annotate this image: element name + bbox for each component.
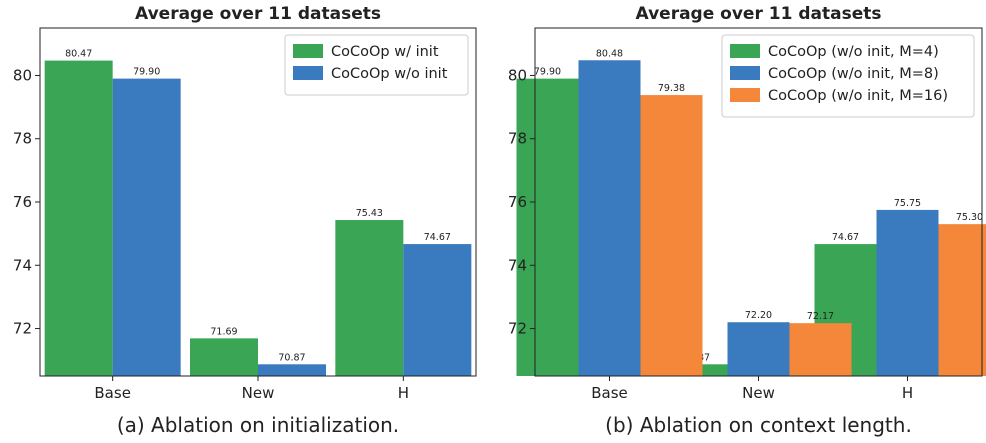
chart-title: Average over 11 datasets [135, 4, 381, 24]
bar [938, 224, 986, 376]
data-label: 80.48 [596, 48, 623, 59]
legend-swatch [730, 88, 760, 102]
x-tick-label: H [902, 384, 913, 402]
x-tick-label: Base [591, 384, 628, 402]
bar [876, 209, 939, 376]
bar [190, 338, 258, 376]
x-tick-label: Base [94, 384, 131, 402]
data-label: 79.90 [534, 67, 561, 78]
y-tick-label: 80 [13, 66, 32, 84]
bar [789, 323, 852, 376]
y-tick-label: 78 [508, 130, 527, 148]
data-label: 74.67 [832, 232, 859, 243]
data-label: 72.20 [745, 310, 772, 321]
data-label: 72.17 [807, 311, 834, 322]
legend-label: CoCoOp (w/o init, M=4) [768, 44, 939, 60]
legend-box [284, 34, 469, 96]
y-tick-label: 80 [508, 66, 527, 84]
bar [727, 322, 790, 376]
chart-title: Average over 11 datasets [636, 4, 882, 24]
bar [640, 95, 703, 376]
bar [578, 60, 641, 376]
bar [335, 220, 404, 376]
bar [112, 78, 181, 377]
y-tick-label: 76 [13, 193, 32, 211]
data-label: 74.67 [424, 232, 451, 243]
legend-swatch [293, 66, 323, 80]
legend-swatch [730, 44, 760, 58]
legend-swatch [293, 44, 323, 58]
legend-label: CoCoOp w/ init [331, 44, 439, 60]
legend-box [721, 34, 975, 118]
y-tick-label: 74 [508, 256, 527, 274]
y-tick-label: 76 [508, 193, 527, 211]
x-tick-label: H [398, 384, 409, 402]
chart-panel-2: Average over 11 datasets79.9070.8774.678… [508, 4, 986, 437]
figure-caption: (b) Ablation on context length. [605, 413, 912, 437]
data-label: 79.90 [133, 67, 160, 78]
legend-label: CoCoOp (w/o init, M=16) [768, 88, 948, 104]
bar [44, 60, 113, 377]
y-tick-label: 72 [13, 320, 32, 338]
data-label: 80.47 [65, 49, 92, 60]
legend-swatch [730, 66, 760, 80]
x-tick-label: New [742, 384, 775, 402]
data-label: 71.69 [210, 326, 237, 337]
y-tick-label: 78 [13, 130, 32, 148]
legend-label: CoCoOp (w/o init, M=8) [768, 66, 939, 82]
data-label: 70.87 [278, 352, 305, 363]
legend-label: CoCoOp w/o init [331, 66, 448, 82]
bar [516, 78, 579, 377]
chart-panel-1: Average over 11 datasets 80.47 71.69 75.43 7… [13, 4, 477, 437]
data-label: 79.38 [658, 83, 685, 94]
bar [403, 244, 472, 376]
legend: CoCoOp w/ init CoCoOp w/o init [284, 34, 469, 96]
bar [258, 364, 326, 376]
legend: CoCoOp (w/o init, M=4) CoCoOp (w/o init, … [721, 34, 975, 118]
data-label: 75.75 [894, 198, 921, 209]
figure-caption: (a) Ablation on initialization. [117, 413, 399, 437]
y-tick-label: 72 [508, 320, 527, 338]
data-label: 75.43 [356, 208, 383, 219]
y-tick-label: 74 [13, 256, 32, 274]
x-tick-label: New [242, 384, 275, 402]
data-label: 75.30 [956, 212, 983, 223]
